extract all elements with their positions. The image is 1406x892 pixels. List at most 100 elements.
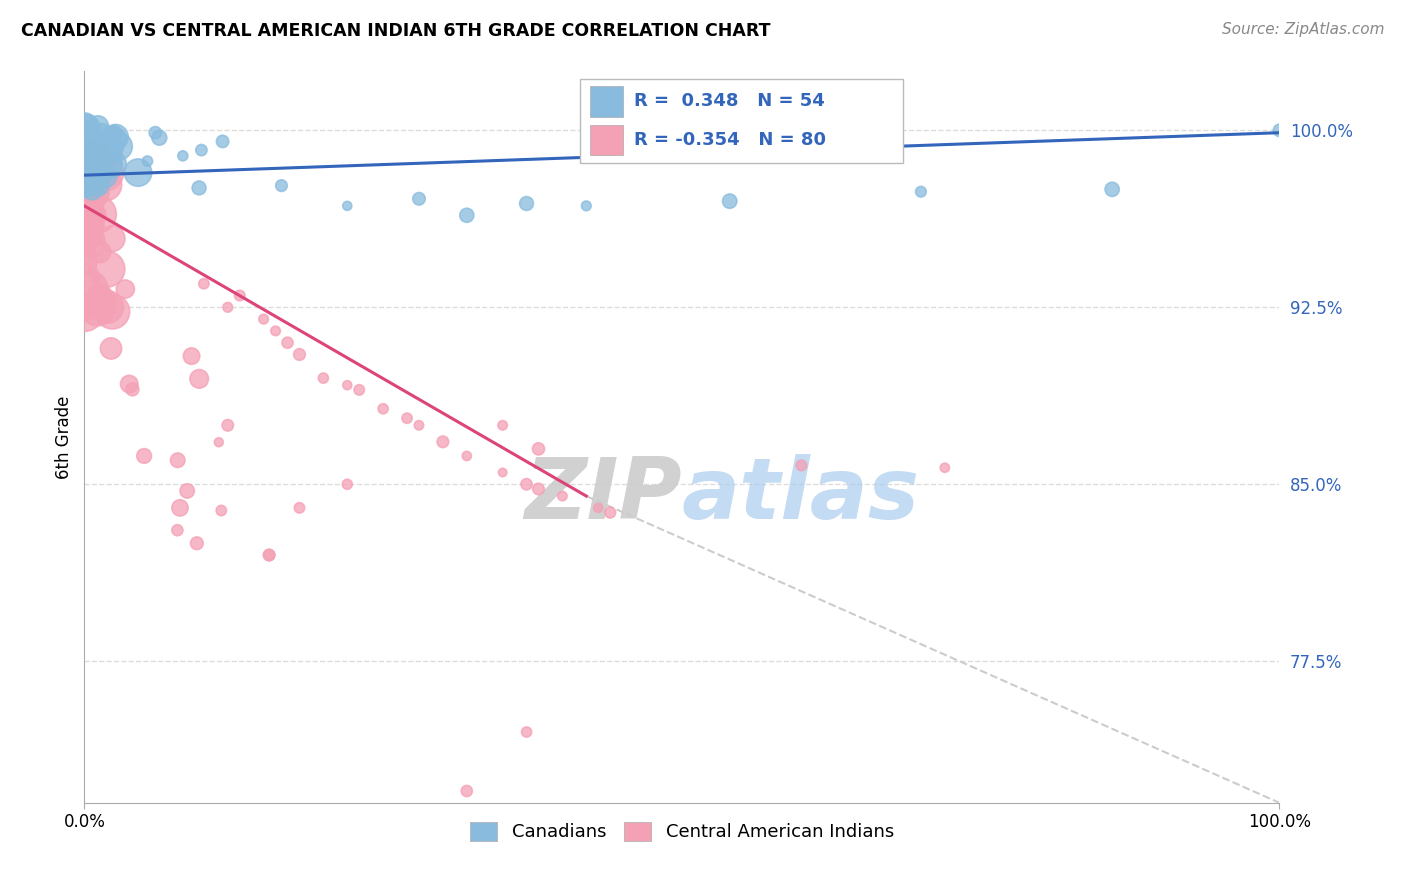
Point — [527, 442, 550, 456]
Point — [103, 157, 125, 171]
Point — [87, 164, 110, 178]
Point — [75, 271, 97, 285]
Text: Source: ZipAtlas.com: Source: ZipAtlas.com — [1222, 22, 1385, 37]
Point — [934, 460, 956, 475]
Point — [77, 160, 100, 174]
Point — [90, 295, 112, 310]
Point — [349, 383, 371, 397]
Point — [89, 287, 111, 301]
Point — [73, 168, 96, 182]
Point — [96, 156, 118, 170]
Y-axis label: 6th Grade: 6th Grade — [55, 395, 73, 479]
Point — [166, 453, 188, 467]
Point — [1101, 182, 1123, 196]
Bar — [591, 125, 623, 155]
Point — [180, 349, 202, 363]
Point — [79, 282, 101, 296]
Point — [86, 301, 108, 316]
Point — [193, 277, 215, 291]
Point — [103, 141, 125, 155]
Point — [456, 208, 478, 222]
Point — [80, 151, 103, 165]
Point — [373, 401, 395, 416]
Point — [75, 227, 97, 241]
Point — [718, 194, 741, 208]
Point — [100, 342, 122, 356]
Point — [217, 301, 239, 315]
Point — [336, 199, 359, 213]
Point — [76, 154, 98, 169]
Point — [211, 135, 233, 149]
Point — [264, 324, 287, 338]
Point — [599, 506, 621, 520]
Point — [257, 548, 280, 562]
Point — [408, 192, 430, 206]
Point — [73, 305, 96, 319]
Text: R = -0.354   N = 80: R = -0.354 N = 80 — [634, 131, 827, 149]
Point — [83, 155, 105, 169]
Point — [73, 256, 96, 270]
Point — [336, 378, 359, 392]
Point — [188, 181, 211, 195]
Point — [89, 244, 111, 259]
Point — [229, 288, 252, 302]
Text: atlas: atlas — [682, 454, 920, 537]
Point — [79, 145, 101, 160]
Point — [94, 169, 117, 183]
Point — [76, 186, 98, 201]
Point — [96, 300, 118, 314]
Point — [83, 208, 105, 222]
Point — [456, 449, 478, 463]
Point — [551, 489, 574, 503]
Point — [456, 784, 478, 798]
Point — [77, 135, 100, 149]
Point — [96, 262, 118, 277]
Point — [75, 215, 97, 229]
Point — [208, 435, 231, 450]
Point — [87, 178, 110, 192]
Point — [73, 129, 96, 144]
Point — [73, 147, 96, 161]
Point — [910, 185, 932, 199]
Point — [73, 214, 96, 228]
Point — [107, 139, 129, 153]
Point — [73, 175, 96, 189]
Point — [73, 137, 96, 152]
Point — [288, 500, 311, 515]
Bar — [591, 86, 623, 117]
Point — [100, 145, 122, 160]
Point — [101, 304, 124, 318]
Point — [186, 536, 208, 550]
Point — [190, 143, 212, 157]
Point — [75, 121, 97, 136]
Point — [84, 172, 107, 186]
Point — [114, 282, 136, 296]
Point — [79, 191, 101, 205]
Point — [312, 371, 335, 385]
Point — [101, 133, 124, 147]
Point — [1268, 123, 1291, 137]
Point — [90, 143, 112, 157]
Point — [492, 418, 515, 433]
Point — [288, 347, 311, 361]
Point — [103, 126, 125, 140]
Point — [516, 477, 538, 491]
Point — [270, 178, 292, 193]
FancyBboxPatch shape — [581, 78, 903, 163]
Point — [336, 477, 359, 491]
Point — [73, 204, 96, 219]
Point — [176, 483, 198, 498]
Point — [217, 418, 239, 433]
Text: ZIP: ZIP — [524, 454, 682, 537]
Point — [104, 130, 127, 145]
Point — [408, 418, 430, 433]
Legend: Canadians, Central American Indians: Canadians, Central American Indians — [463, 814, 901, 848]
Point — [166, 523, 188, 537]
Point — [127, 165, 149, 179]
Text: CANADIAN VS CENTRAL AMERICAN INDIAN 6TH GRADE CORRELATION CHART: CANADIAN VS CENTRAL AMERICAN INDIAN 6TH … — [21, 22, 770, 40]
Point — [121, 382, 143, 396]
Point — [516, 725, 538, 739]
Point — [432, 434, 454, 449]
Point — [73, 147, 96, 161]
Point — [76, 130, 98, 145]
